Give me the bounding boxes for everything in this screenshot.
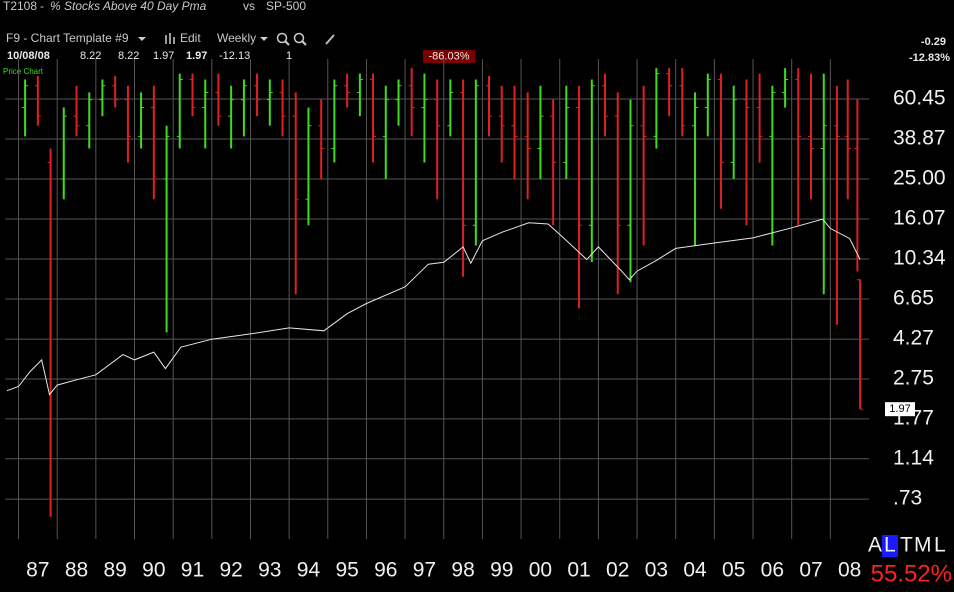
last-value-box (885, 402, 915, 417)
percent-box (423, 50, 475, 63)
x-tick-label: 00 (529, 559, 552, 582)
y-tick-label: 60.45 (893, 87, 946, 110)
mode-buttons: A L T M L (868, 534, 946, 557)
mode-highlight (882, 535, 898, 557)
dropdown-arrow[interactable] (260, 37, 268, 41)
period-menu[interactable]: Weekly (217, 31, 256, 45)
x-tick-label: 94 (297, 559, 321, 582)
x-tick-label: 98 (451, 559, 474, 582)
quote-net: -12.13 (219, 50, 250, 62)
x-tick-label: 87 (26, 559, 49, 582)
quote-close: 1.97 (186, 50, 207, 62)
y-tick-label: .73 (893, 487, 922, 510)
compare-symbol: SP-500 (266, 0, 306, 13)
dash: - (40, 0, 44, 13)
x-tick-label: 91 (181, 559, 204, 582)
mode-button[interactable]: L (884, 534, 896, 557)
y-tick-label: 4.27 (893, 327, 934, 350)
x-tick-label: 88 (65, 559, 88, 582)
quote-high: 8.22 (118, 50, 139, 62)
x-tick-label: 99 (490, 559, 513, 582)
x-tick-label: 95 (335, 559, 358, 582)
quote-volume: 1 (286, 50, 292, 62)
zoom-out[interactable] (293, 32, 307, 46)
pane-label: Price Chart (3, 67, 44, 76)
y-tick-label: 2.75 (893, 366, 934, 389)
x-tick-label: 90 (142, 559, 165, 582)
bars-icon[interactable] (165, 33, 175, 44)
overlay-line (6, 218, 861, 396)
zoom-in[interactable] (276, 32, 290, 46)
change-pct: -12.83% (909, 52, 950, 64)
edit-button[interactable]: Edit (180, 31, 201, 45)
y-tick-label: 16.07 (893, 207, 946, 230)
mode-button[interactable]: L (934, 534, 946, 557)
x-tick-label: 07 (799, 559, 822, 582)
template-menu[interactable]: F9 - Chart Template #9 (6, 31, 129, 45)
study-title: % Stocks Above 40 Day Pma (50, 0, 207, 13)
mode-button[interactable]: M (914, 534, 932, 557)
x-tick-label: 08 (838, 559, 861, 582)
y-tick-label: 10.34 (893, 247, 946, 270)
change: -0.29 (921, 36, 946, 48)
vs: vs (243, 0, 255, 13)
symbol: T2108 (3, 0, 37, 13)
grid (5, 59, 869, 539)
x-tick-label: 93 (258, 559, 281, 582)
y-tick-label: 25.00 (893, 167, 946, 190)
x-tick-label: 03 (645, 559, 668, 582)
y-tick-label: 38.87 (893, 127, 946, 150)
mode-button[interactable]: A (868, 534, 882, 557)
percent-box-text: -86.03% (429, 50, 470, 62)
x-tick-label: 92 (219, 559, 242, 582)
price-bars (22, 68, 864, 517)
quote-low: 1.97 (153, 50, 174, 62)
last-value: 1.97 (889, 403, 910, 415)
dropdown-arrow[interactable] (138, 37, 146, 41)
x-tick-label: 01 (567, 559, 590, 582)
y-tick-label: 6.65 (893, 287, 934, 310)
footer-pct: 55.52% (871, 560, 952, 587)
mode-button[interactable]: T (900, 534, 913, 557)
x-tick-label: 05 (722, 559, 745, 582)
x-tick-label: 89 (103, 559, 126, 582)
quote-date: 10/08/08 (7, 50, 50, 62)
x-tick-label: 96 (374, 559, 397, 582)
y-tick-label: 1.14 (893, 446, 934, 469)
x-tick-label: 02 (606, 559, 629, 582)
x-tick-label: 06 (761, 559, 784, 582)
x-tick-label: 97 (413, 559, 436, 582)
x-tick-label: 04 (683, 559, 707, 582)
draw-tool[interactable] (325, 34, 335, 45)
quote-open: 8.22 (80, 50, 101, 62)
